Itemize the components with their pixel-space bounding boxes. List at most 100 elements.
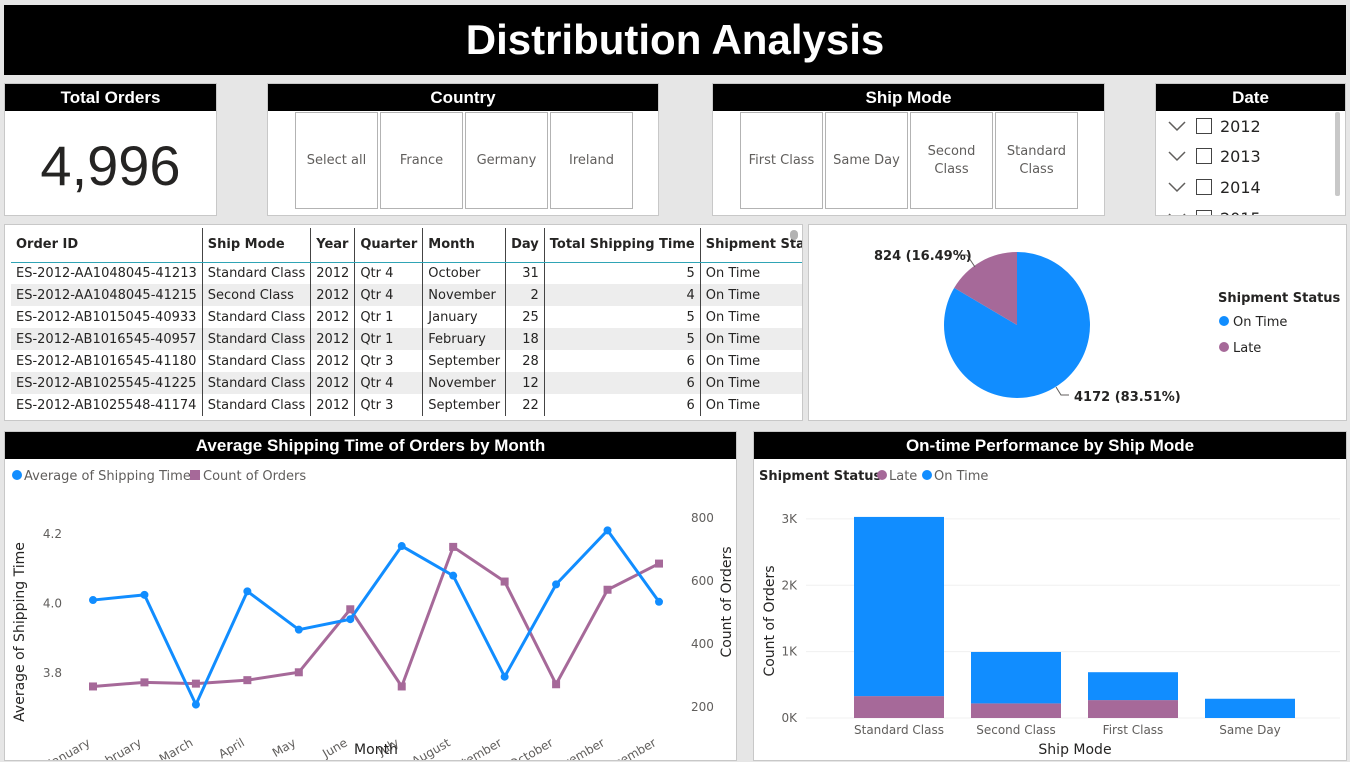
column-header[interactable]: Quarter [354,228,424,263]
chevron-down-icon[interactable] [1168,149,1186,163]
data-point-count-orders[interactable] [346,605,355,614]
ship-mode-option-same-day[interactable]: Same Day [825,112,908,209]
legend-count-orders[interactable]: Count of Orders [203,469,306,484]
data-point-count-orders[interactable] [552,680,561,689]
data-point-count-orders[interactable] [89,682,97,691]
bar-x-tick-label: Standard Class [854,723,944,737]
bar-on-time[interactable] [971,651,1061,704]
data-point-count-orders[interactable] [191,679,200,688]
column-header[interactable]: Day [505,228,545,263]
data-point-avg-shipping[interactable] [397,542,406,551]
date-item-label: 2015 [1220,209,1261,216]
data-point-avg-shipping[interactable] [449,571,458,580]
bar-late[interactable] [854,696,944,718]
table-cell: Qtr 4 [354,284,424,306]
column-header[interactable]: Ship Mode [202,228,312,263]
data-point-avg-shipping[interactable] [294,625,303,634]
checkbox[interactable] [1196,118,1212,134]
data-point-avg-shipping[interactable] [500,672,509,681]
avg-shipping-line-card: Average Shipping Time of Orders by Month… [4,431,737,761]
ship-mode-option-standard-class[interactable]: Standard Class [995,112,1078,209]
table-row[interactable]: ES-2012-AB1016545-41180 Standard Class 201… [11,350,802,372]
bar-on-time[interactable] [1205,698,1295,718]
ship-mode-option-first-class[interactable]: First Class [740,112,823,209]
series-line-avg-shipping [92,528,661,709]
chevron-down-icon[interactable] [1168,211,1186,216]
ship-mode-slicer: Ship Mode First Class Same Day Second Cl… [712,83,1105,216]
pie-leader-line [957,254,976,268]
table-row[interactable]: ES-2012-AA1048045-41213 Standard Class 201… [11,262,802,284]
column-header[interactable]: Month [422,228,507,263]
data-point-avg-shipping[interactable] [346,615,355,624]
line-x-tick-label: March [157,735,196,760]
table-cell: Standard Class [202,372,312,394]
table-row[interactable]: ES-2012-AB1016545-40957 Standard Class 201… [11,328,802,350]
data-point-avg-shipping[interactable] [89,596,97,605]
table-cell: On Time [700,328,802,350]
data-point-avg-shipping[interactable] [603,526,612,535]
scrollbar[interactable] [1335,112,1340,196]
country-option-france[interactable]: France [380,112,463,209]
table-cell: 2012 [310,372,356,394]
chevron-down-icon[interactable] [1168,180,1186,194]
chevron-down-icon[interactable] [1168,119,1186,133]
scrollbar[interactable] [790,230,798,240]
column-header[interactable]: Total Shipping Time [544,228,701,263]
table-row[interactable]: ES-2012-AB1025545-41225 Standard Class 201… [11,372,802,394]
line-x-tick-label: February [91,735,144,760]
checkbox[interactable] [1196,210,1212,215]
table-row[interactable]: ES-2012-AB1025548-41174 Standard Class 201… [11,394,802,416]
column-header[interactable]: Year [310,228,356,263]
date-item-label: 2012 [1220,116,1261,136]
ship-mode-option-second-class[interactable]: Second Class [910,112,993,209]
data-point-count-orders[interactable] [294,668,303,677]
data-point-avg-shipping[interactable] [243,587,252,596]
date-item-2014[interactable]: 2014 [1168,173,1261,201]
bar-late[interactable] [1088,700,1178,718]
data-point-avg-shipping[interactable] [552,580,561,589]
bar-x-tick-label: First Class [1103,723,1164,737]
country-option-germany[interactable]: Germany [465,112,548,209]
checkbox[interactable] [1196,179,1212,195]
column-header[interactable]: Order ID [11,228,203,263]
data-point-count-orders[interactable] [655,559,663,568]
data-point-avg-shipping[interactable] [140,590,149,599]
bar-legend-on-time[interactable]: On Time [934,469,988,484]
country-option-select-all[interactable]: Select all [295,112,378,209]
avg-shipping-line-chart: Average of Shipping Time Count of Orders… [12,469,735,760]
data-point-count-orders[interactable] [397,682,406,691]
date-item-2015[interactable]: 2015 [1168,204,1261,216]
date-item-2012[interactable]: 2012 [1168,112,1261,140]
country-option-ireland[interactable]: Ireland [550,112,633,209]
checkbox[interactable] [1196,148,1212,164]
line-y-tick-label: 4.2 [43,527,62,541]
data-point-count-orders[interactable] [243,676,252,685]
bar-legend-late[interactable]: Late [889,469,917,484]
country-slicer-header: Country [268,84,658,111]
table-row[interactable]: ES-2012-AB1015045-40933 Standard Class 201… [11,306,802,328]
data-point-count-orders[interactable] [449,542,458,551]
pie-legend-late[interactable]: Late [1233,341,1261,356]
bar-on-time[interactable] [1088,672,1178,701]
bar-on-time[interactable] [854,516,944,697]
table-cell: January [422,306,507,328]
legend-marker-on-time [1219,316,1229,326]
data-point-count-orders[interactable] [500,577,509,586]
ship-mode-slicer-header: Ship Mode [713,84,1104,111]
pie-label-late: 824 (16.49%) [874,249,972,264]
data-point-avg-shipping[interactable] [655,597,663,606]
table-cell: ES-2012-AB1016545-40957 [11,328,203,350]
total-orders-header: Total Orders [5,84,216,111]
date-item-2013[interactable]: 2013 [1168,142,1261,170]
legend-marker-late [1219,342,1229,352]
pie-slice-late[interactable] [954,252,1017,325]
table-row[interactable]: ES-2012-AA1048045-41215 Second Class 2012 Q… [11,284,802,306]
data-point-count-orders[interactable] [140,678,149,687]
legend-avg-shipping[interactable]: Average of Shipping Time [24,469,191,484]
bar-late[interactable] [971,703,1061,718]
pie-legend-on-time[interactable]: On Time [1233,315,1287,330]
bar-legend-title: Shipment Status [759,469,882,484]
column-header[interactable]: Shipment Status [700,228,802,263]
data-point-count-orders[interactable] [603,585,612,594]
data-point-avg-shipping[interactable] [191,700,200,709]
